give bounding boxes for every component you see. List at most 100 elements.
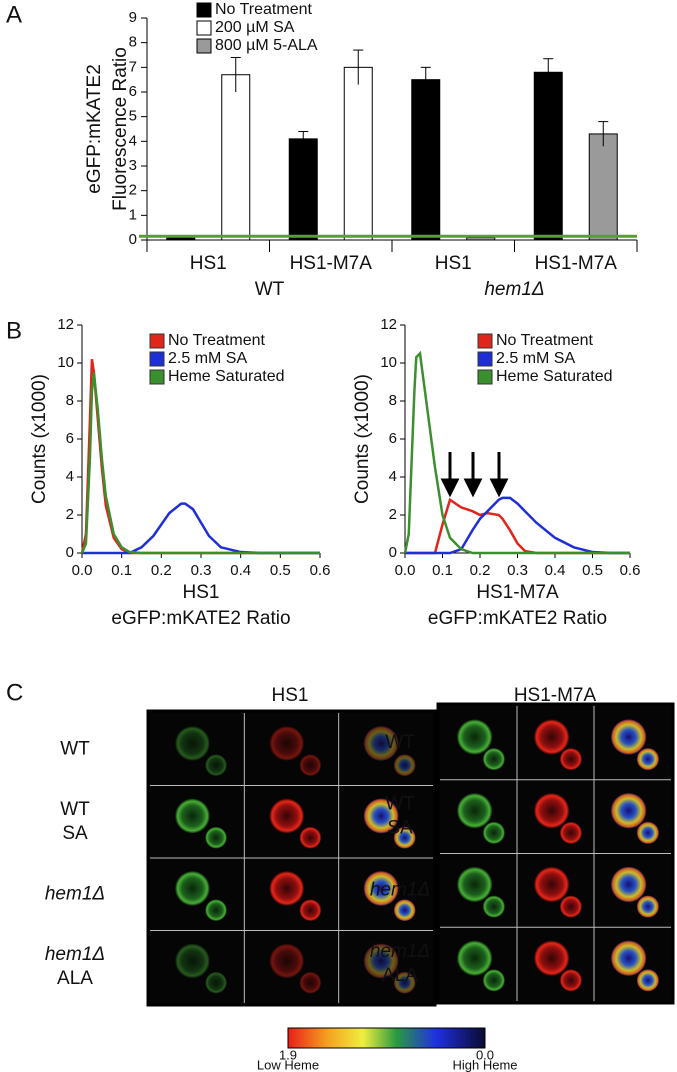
cell-image xyxy=(610,940,647,976)
cell-image xyxy=(363,943,399,979)
cell-image xyxy=(393,971,416,994)
colorbar-label: 0.0 xyxy=(476,1047,494,1062)
series-line xyxy=(82,502,320,555)
cell-image xyxy=(269,943,305,979)
legend-swatch xyxy=(149,369,165,385)
x-tick-label: 0.6 xyxy=(620,562,641,579)
cell-image xyxy=(299,754,322,777)
cell-image xyxy=(610,866,647,903)
cell-image xyxy=(559,895,582,918)
y-tick-label: 10 xyxy=(380,354,397,371)
legend-label: No Treatment xyxy=(215,1,312,18)
y-tick-label: 4 xyxy=(129,132,137,149)
cell-image xyxy=(636,969,659,992)
y-tick-label: 2 xyxy=(389,506,397,523)
x-tick-label: 0.4 xyxy=(545,562,566,579)
legend-swatch xyxy=(149,351,165,367)
series-line xyxy=(405,497,630,555)
y-tick-label: 10 xyxy=(57,354,74,371)
bar xyxy=(343,66,373,241)
row-label: WT xyxy=(385,732,415,753)
legend-label: No Treatment xyxy=(496,332,593,349)
y-tick-label: 12 xyxy=(57,316,74,333)
legend-label: Heme Saturated xyxy=(168,368,285,385)
cell-image xyxy=(175,871,210,906)
cell-image xyxy=(269,871,305,906)
legend-label: Heme Saturated xyxy=(496,368,613,385)
cell-image xyxy=(559,748,582,771)
column-title: HS1 xyxy=(272,685,309,706)
x-tick-label: HS1 xyxy=(190,253,227,274)
cell-image xyxy=(482,748,505,771)
row-label: WT xyxy=(385,794,415,815)
row-label: WT xyxy=(60,799,90,820)
legend-label: 800 µM 5-ALA xyxy=(215,37,318,54)
y-axis-label: Fluorescence Ratio xyxy=(110,47,131,211)
group-label: hem1Δ xyxy=(484,279,544,300)
x-tick-label: 0.0 xyxy=(72,562,93,579)
y-tick-label: 7 xyxy=(129,58,137,75)
legend-label: No Treatment xyxy=(168,332,265,349)
y-tick-label: 8 xyxy=(129,34,137,51)
x-tick-label: 0.3 xyxy=(507,562,528,579)
y-tick-label: 4 xyxy=(66,468,74,485)
x-tick-label: 0.5 xyxy=(582,562,603,579)
y-tick-label: 2 xyxy=(66,506,74,523)
row-label: SA xyxy=(387,818,413,839)
row-label: ALA xyxy=(382,965,418,986)
cell-image xyxy=(175,798,210,834)
cell-image xyxy=(482,821,505,844)
x-tick-label: 0.2 xyxy=(151,562,172,579)
colorbar-label: High Heme xyxy=(452,1057,517,1072)
panel-label: A xyxy=(6,1,22,28)
cell-image xyxy=(363,798,399,834)
cell-image xyxy=(636,748,659,771)
cell-image xyxy=(363,726,399,761)
row-label: ALA xyxy=(57,968,93,989)
y-axis-label: Counts (x1000) xyxy=(29,374,50,504)
y-tick-label: 5 xyxy=(129,108,137,125)
bar xyxy=(588,133,618,241)
series-line xyxy=(80,372,320,555)
x-tick-label: 0.0 xyxy=(395,562,416,579)
legend-label: 200 µM SA xyxy=(215,19,295,36)
y-tick-label: 6 xyxy=(129,83,137,100)
x-tick-label: 0.3 xyxy=(191,562,212,579)
legend-swatch xyxy=(149,333,165,349)
y-tick-label: 0 xyxy=(129,231,137,248)
group-label: WT xyxy=(255,279,285,300)
cell-image xyxy=(205,826,227,849)
cell-image xyxy=(205,754,227,777)
cell-image xyxy=(610,719,647,755)
cell-image xyxy=(299,899,322,922)
cell-image xyxy=(559,969,582,992)
cell-image xyxy=(299,826,322,849)
colorbar-label: Low Heme xyxy=(257,1057,319,1072)
x-tick-label: 0.1 xyxy=(111,562,132,579)
legend-label: 2.5 mM SA xyxy=(168,350,247,367)
colorbar-label: 1.9 xyxy=(279,1047,297,1062)
x-tick-label: 0.4 xyxy=(230,562,251,579)
series-line xyxy=(405,496,630,555)
cell-image xyxy=(456,866,493,903)
y-tick-label: 9 xyxy=(129,9,137,26)
x-axis-label: HS1-M7A xyxy=(476,582,559,603)
cell-image xyxy=(533,719,570,755)
legend-swatch xyxy=(477,351,493,367)
cell-image xyxy=(363,871,399,906)
cell-image xyxy=(175,943,210,979)
legend-swatch xyxy=(196,20,212,36)
y-tick-label: 3 xyxy=(129,157,137,174)
cell-image xyxy=(636,895,659,918)
cell-image xyxy=(393,754,416,777)
y-tick-label: 4 xyxy=(389,468,397,485)
x-tick-label: HS1-M7A xyxy=(535,253,618,274)
x-axis-label: eGFP:mKATE2 Ratio xyxy=(428,608,607,629)
x-axis-label: eGFP:mKATE2 Ratio xyxy=(111,608,290,629)
cell-image xyxy=(456,719,493,755)
cell-image xyxy=(610,793,647,829)
cell-image xyxy=(533,793,570,829)
cell-image xyxy=(456,940,493,976)
cell-image xyxy=(559,821,582,844)
